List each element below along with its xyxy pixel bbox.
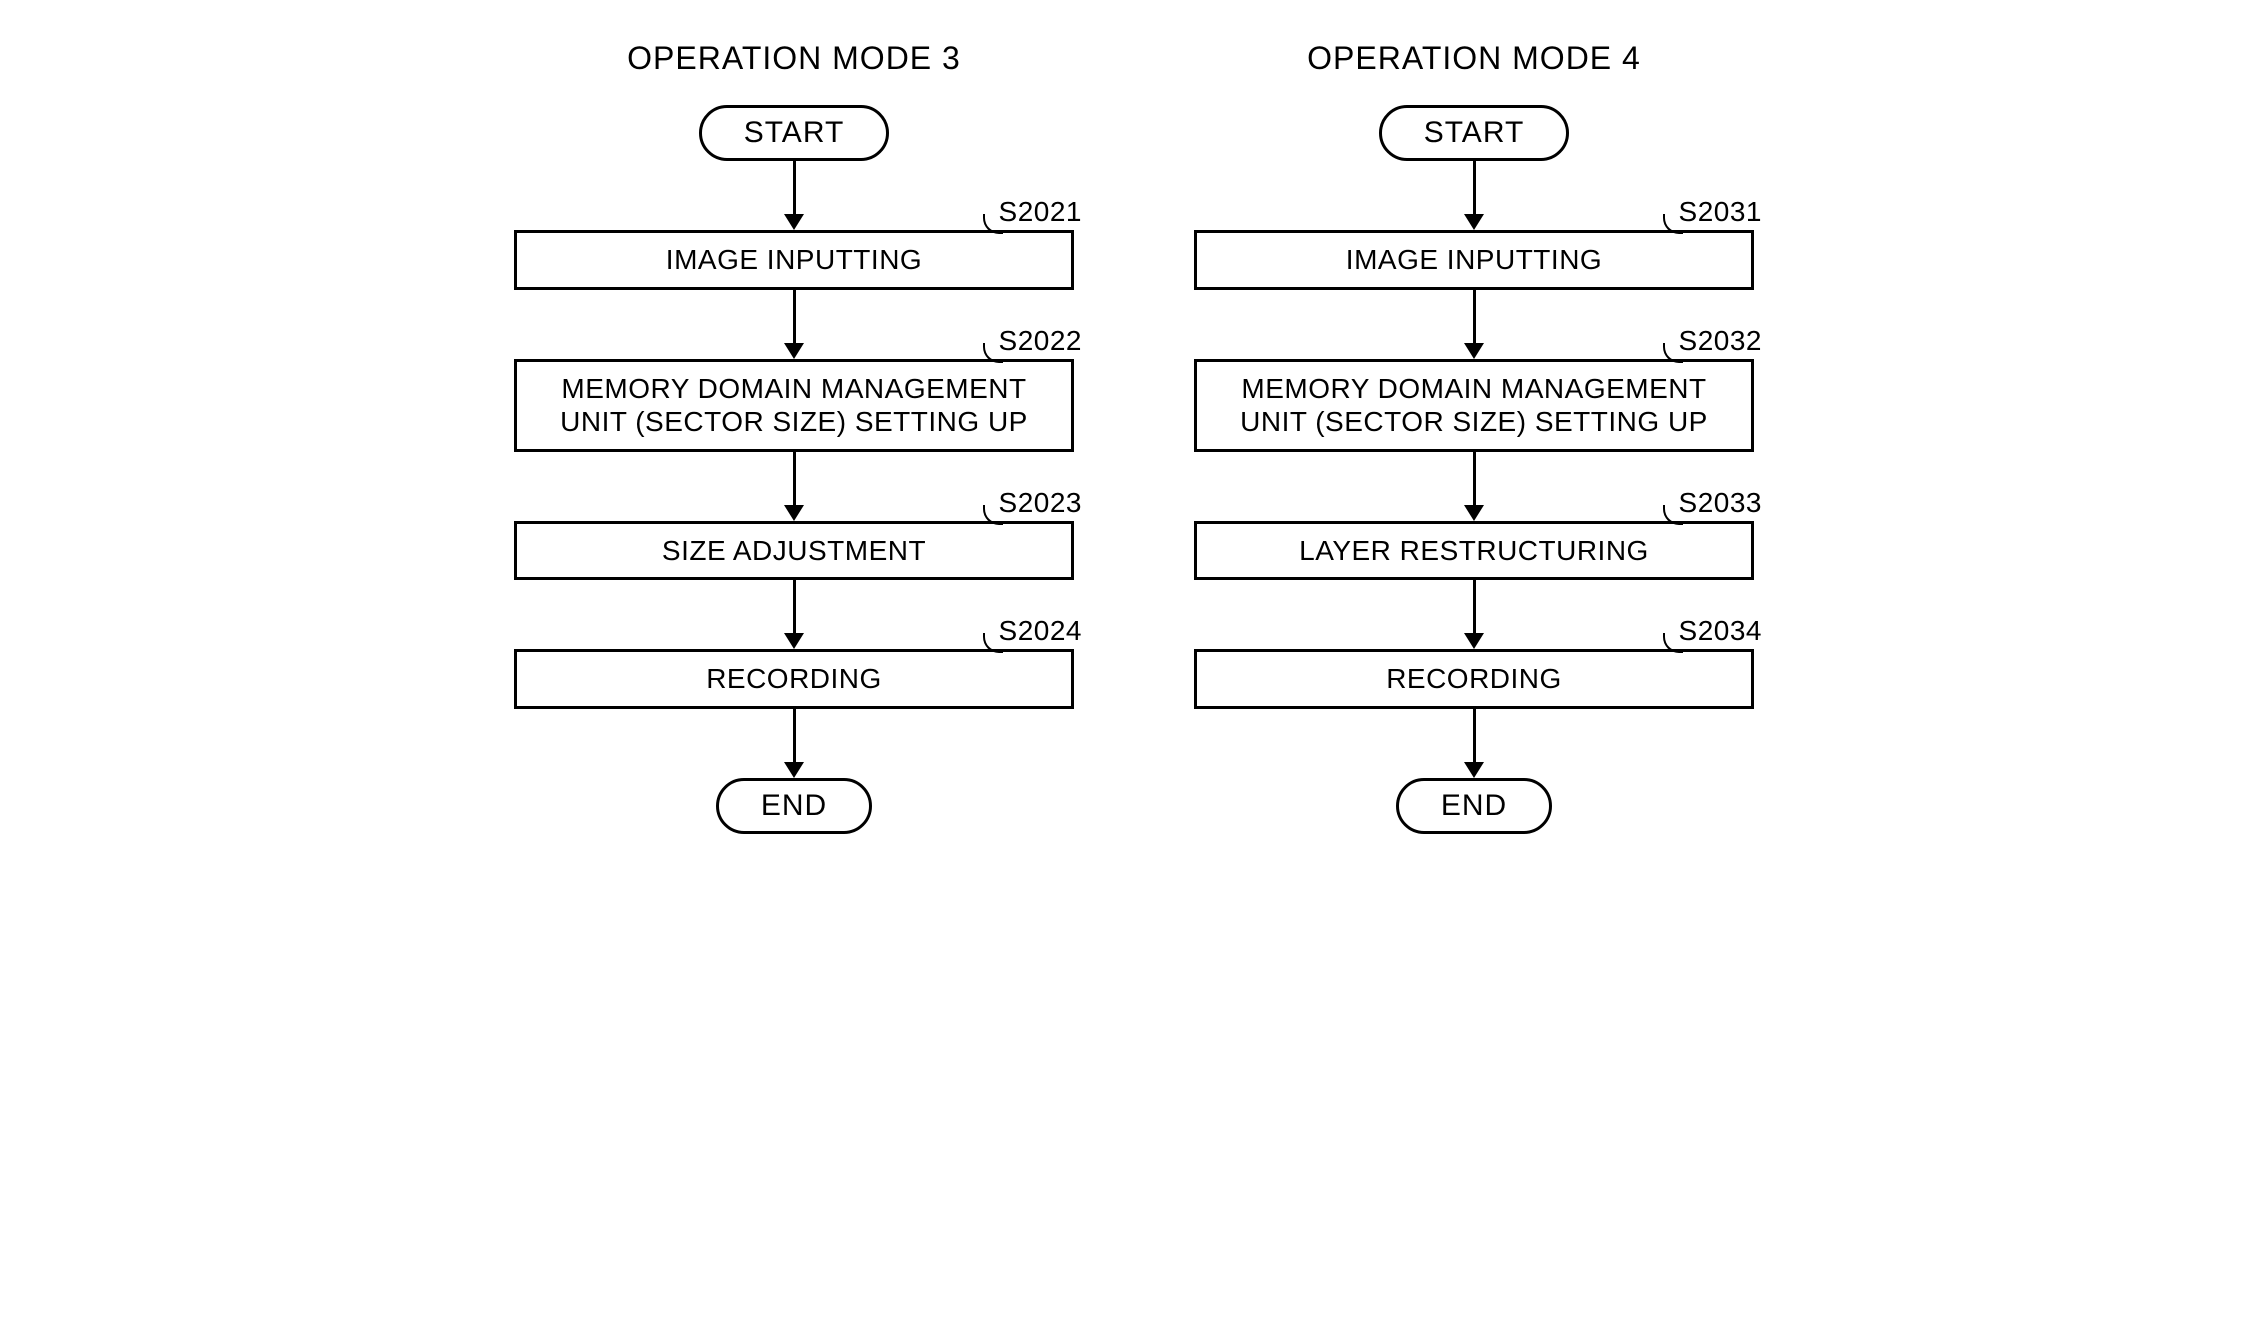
arrow-down: [1464, 161, 1484, 230]
process-box: IMAGE INPUTTING: [1194, 230, 1754, 290]
process-step: S2022MEMORY DOMAIN MANAGEMENT UNIT (SECT…: [514, 359, 1074, 452]
process-step: S2021IMAGE INPUTTING: [514, 230, 1074, 290]
flowchart: OPERATION MODE 3 START S2021IMAGE INPUTTIN…: [514, 40, 1074, 834]
step-label: S2021: [999, 196, 1082, 228]
process-box: RECORDING: [1194, 649, 1754, 709]
end-terminator: END: [1396, 778, 1552, 834]
arrow-down: [784, 580, 804, 649]
end-terminator: END: [716, 778, 872, 834]
flowchart: OPERATION MODE 4 START S2031IMAGE INPUTTIN…: [1194, 40, 1754, 834]
step-label: S2033: [1679, 487, 1762, 519]
start-terminator: START: [699, 105, 890, 161]
arrow-down: [1464, 580, 1484, 649]
arrow-down: [1464, 290, 1484, 359]
step-label: S2022: [999, 325, 1082, 357]
process-box: SIZE ADJUSTMENT: [514, 521, 1074, 581]
process-box: LAYER RESTRUCTURING: [1194, 521, 1754, 581]
arrow-down: [784, 452, 804, 521]
start-terminator: START: [1379, 105, 1570, 161]
process-step: S2024RECORDING: [514, 649, 1074, 709]
step-label: S2024: [999, 615, 1082, 647]
process-step: S2023SIZE ADJUSTMENT: [514, 521, 1074, 581]
process-step: S2032MEMORY DOMAIN MANAGEMENT UNIT (SECT…: [1194, 359, 1754, 452]
step-label: S2031: [1679, 196, 1762, 228]
process-step: S2033LAYER RESTRUCTURING: [1194, 521, 1754, 581]
process-box: RECORDING: [514, 649, 1074, 709]
arrow-down: [784, 290, 804, 359]
step-label: S2032: [1679, 325, 1762, 357]
arrow-down: [784, 709, 804, 778]
process-box: IMAGE INPUTTING: [514, 230, 1074, 290]
arrow-down: [1464, 452, 1484, 521]
process-step: S2031IMAGE INPUTTING: [1194, 230, 1754, 290]
process-step: S2034RECORDING: [1194, 649, 1754, 709]
process-box: MEMORY DOMAIN MANAGEMENT UNIT (SECTOR SI…: [514, 359, 1074, 452]
arrow-down: [784, 161, 804, 230]
process-box: MEMORY DOMAIN MANAGEMENT UNIT (SECTOR SI…: [1194, 359, 1754, 452]
flowchart-title: OPERATION MODE 4: [1307, 40, 1641, 77]
arrow-down: [1464, 709, 1484, 778]
flowchart-title: OPERATION MODE 3: [627, 40, 961, 77]
step-label: S2023: [999, 487, 1082, 519]
step-label: S2034: [1679, 615, 1762, 647]
flowcharts-container: OPERATION MODE 3STARTS2021IMAGE INPUTTIN…: [60, 40, 2208, 834]
